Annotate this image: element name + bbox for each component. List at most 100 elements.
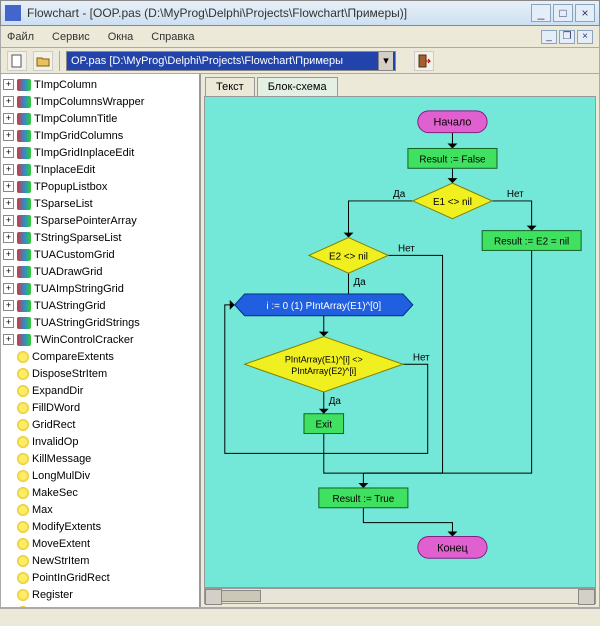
tree-item[interactable]: + TInplaceEdit [3, 161, 197, 178]
minimize-button[interactable]: _ [531, 4, 551, 22]
menu-service[interactable]: Сервис [52, 31, 90, 43]
tree-item[interactable]: + TUAStringGrid [3, 297, 197, 314]
tree-item[interactable]: DisposeStrItem [3, 365, 197, 382]
expand-icon[interactable]: + [3, 130, 14, 141]
expand-icon[interactable]: + [3, 283, 14, 294]
tree-item[interactable]: GridRect [3, 416, 197, 433]
expand-icon[interactable]: + [3, 79, 14, 90]
tree-item-label: TSparseList [34, 198, 93, 210]
tree-item[interactable]: ReleaseRitman [3, 603, 197, 607]
tree-item[interactable]: PointInGridRect [3, 569, 197, 586]
function-icon [17, 419, 29, 431]
expand-icon[interactable]: + [3, 198, 14, 209]
svg-text:Result := E2 = nil: Result := E2 = nil [494, 236, 569, 247]
file-combo[interactable]: OP.pas [D:\MyProg\Delphi\Projects\Flowch… [66, 51, 396, 71]
tree-item[interactable]: + TUADrawGrid [3, 263, 197, 280]
tree-item[interactable]: +TUAStringGridStrings [3, 314, 197, 331]
tab-diagram[interactable]: Блок-схема [257, 77, 338, 96]
tab-text[interactable]: Текст [205, 77, 255, 96]
expand-icon[interactable]: + [3, 147, 14, 158]
tree-item-label: ReleaseRitman [32, 606, 107, 608]
class-icon [17, 96, 31, 108]
tree-item[interactable]: +TStringSparseList [3, 229, 197, 246]
tree-item[interactable]: NewStrItem [3, 552, 197, 569]
menu-help[interactable]: Справка [151, 31, 194, 43]
expand-icon[interactable]: + [3, 96, 14, 107]
close-button[interactable]: × [575, 4, 595, 22]
tree-item-label: TImpGridColumns [34, 130, 123, 142]
function-icon [17, 385, 29, 397]
tree-item[interactable]: ExpandDir [3, 382, 197, 399]
child-restore-button[interactable]: ❐ [559, 30, 575, 44]
tree-item-label: KillMessage [32, 453, 91, 465]
tree-item[interactable]: Register [3, 586, 197, 603]
flowchart-canvas[interactable]: НетДаДаНетДаНетНачалоResult := FalseE1 <… [204, 96, 596, 588]
tree-item[interactable]: +TImpColumnsWrapper [3, 93, 197, 110]
new-button[interactable] [7, 51, 27, 71]
tree-item-label: ModifyExtents [32, 521, 101, 533]
tree-item[interactable]: +TUACustomGrid [3, 246, 197, 263]
tree-item[interactable]: KillMessage [3, 450, 197, 467]
tree-item-label: CompareExtents [32, 351, 114, 363]
menu-file[interactable]: Файл [7, 31, 34, 43]
tree-item[interactable]: Max [3, 501, 197, 518]
horizontal-scrollbar[interactable] [204, 588, 596, 604]
expand-icon[interactable]: + [3, 215, 14, 226]
child-minimize-button[interactable]: _ [541, 30, 557, 44]
tree-item-label: TUADrawGrid [34, 266, 102, 278]
menu-bar: Файл Сервис Окна Справка _ ❐ × [0, 26, 600, 48]
function-icon [17, 351, 29, 363]
tree-item[interactable]: + TSparseList [3, 195, 197, 212]
expand-icon[interactable]: + [3, 232, 14, 243]
tree-item-label: TImpColumnTitle [34, 113, 117, 125]
class-icon [17, 232, 31, 244]
tree-item[interactable]: + TImpGridColumns [3, 127, 197, 144]
expand-icon[interactable]: + [3, 266, 14, 277]
tree-item-label: TUAStringGrid [34, 300, 106, 312]
tree-item[interactable]: + TImpColumnTitle [3, 110, 197, 127]
title-bar: Flowchart - [OOP.pas (D:\MyProg\Delphi\P… [0, 0, 600, 26]
svg-text:PIntArray(E1)^[i] <>: PIntArray(E1)^[i] <> [285, 354, 363, 364]
tree-item-label: TInplaceEdit [34, 164, 95, 176]
tree-view[interactable]: +TImpColumn+TImpColumnsWrapper+TImpColum… [1, 74, 201, 607]
expand-icon[interactable]: + [3, 181, 14, 192]
tree-item[interactable]: + TImpColumn [3, 76, 197, 93]
tree-item[interactable]: LongMulDiv [3, 467, 197, 484]
svg-text:Да: Да [329, 396, 342, 407]
svg-text:PIntArray(E2)^[i]: PIntArray(E2)^[i] [291, 366, 356, 376]
tree-item[interactable]: +TImpGridInplaceEdit [3, 144, 197, 161]
expand-icon[interactable]: + [3, 317, 14, 328]
child-close-button[interactable]: × [577, 30, 593, 44]
function-icon [17, 606, 29, 608]
svg-text:Конец: Конец [437, 542, 468, 554]
expand-icon[interactable]: + [3, 249, 14, 260]
svg-text:E2 <> nil: E2 <> nil [329, 251, 368, 262]
tree-item-label: TImpColumn [34, 79, 97, 91]
expand-icon[interactable]: + [3, 113, 14, 124]
tree-item-label: ExpandDir [32, 385, 83, 397]
tree-item[interactable]: ModifyExtents [3, 518, 197, 535]
door-exit-icon[interactable] [414, 51, 434, 71]
tree-item[interactable]: MakeSec [3, 484, 197, 501]
tree-item[interactable]: + TSparsePointerArray [3, 212, 197, 229]
expand-icon[interactable]: + [3, 300, 14, 311]
tree-item-label: TSparsePointerArray [34, 215, 137, 227]
class-icon [17, 130, 31, 142]
tree-item[interactable]: +TWinControlCracker [3, 331, 197, 348]
expand-icon[interactable]: + [3, 164, 14, 175]
svg-text:Exit: Exit [316, 420, 333, 431]
svg-text:Result := False: Result := False [419, 154, 486, 165]
menu-windows[interactable]: Окна [108, 31, 134, 43]
tree-item[interactable]: MoveExtent [3, 535, 197, 552]
maximize-button[interactable]: □ [553, 4, 573, 22]
class-icon [17, 249, 31, 261]
expand-icon[interactable]: + [3, 334, 14, 345]
class-icon [17, 266, 31, 278]
function-icon [17, 487, 29, 499]
tree-item[interactable]: InvalidOp [3, 433, 197, 450]
tree-item[interactable]: +TPopupListbox [3, 178, 197, 195]
open-button[interactable] [33, 51, 53, 71]
tree-item[interactable]: FillDWord [3, 399, 197, 416]
tree-item[interactable]: CompareExtents [3, 348, 197, 365]
tree-item[interactable]: +TUAImpStringGrid [3, 280, 197, 297]
